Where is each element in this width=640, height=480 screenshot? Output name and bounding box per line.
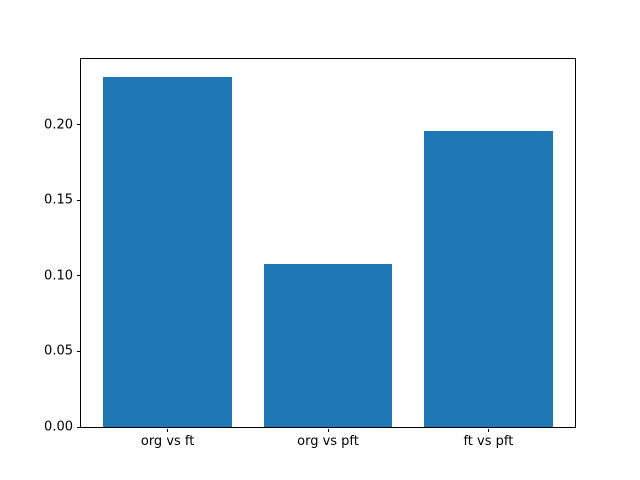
x-tick-mark: [487, 429, 489, 432]
bar-3: [424, 131, 553, 427]
y-tick-label: 0.00: [44, 419, 73, 435]
bar-2: [263, 263, 393, 427]
y-tick-label: 0.10: [44, 268, 73, 284]
y-tick-mark: [77, 124, 80, 126]
x-tick-mark: [327, 429, 329, 432]
y-tick-label: 0.15: [44, 192, 73, 208]
y-tick-mark: [77, 275, 80, 277]
x-tick-label: ft vs pft: [463, 434, 514, 449]
x-tick-label: org vs ft: [140, 434, 195, 449]
y-tick-mark: [77, 350, 80, 352]
x-tick-mark: [167, 429, 169, 432]
y-tick-label: 0.20: [44, 117, 73, 133]
x-tick-label: org vs pft: [297, 434, 359, 449]
y-tick-label: 0.05: [44, 343, 73, 359]
axes: org vs ft org vs pft ft vs pft 0.00 0.05 0.10…: [44, 58, 576, 449]
bar-1: [103, 76, 232, 427]
y-tick-mark: [77, 199, 80, 201]
y-tick-mark: [77, 426, 80, 428]
